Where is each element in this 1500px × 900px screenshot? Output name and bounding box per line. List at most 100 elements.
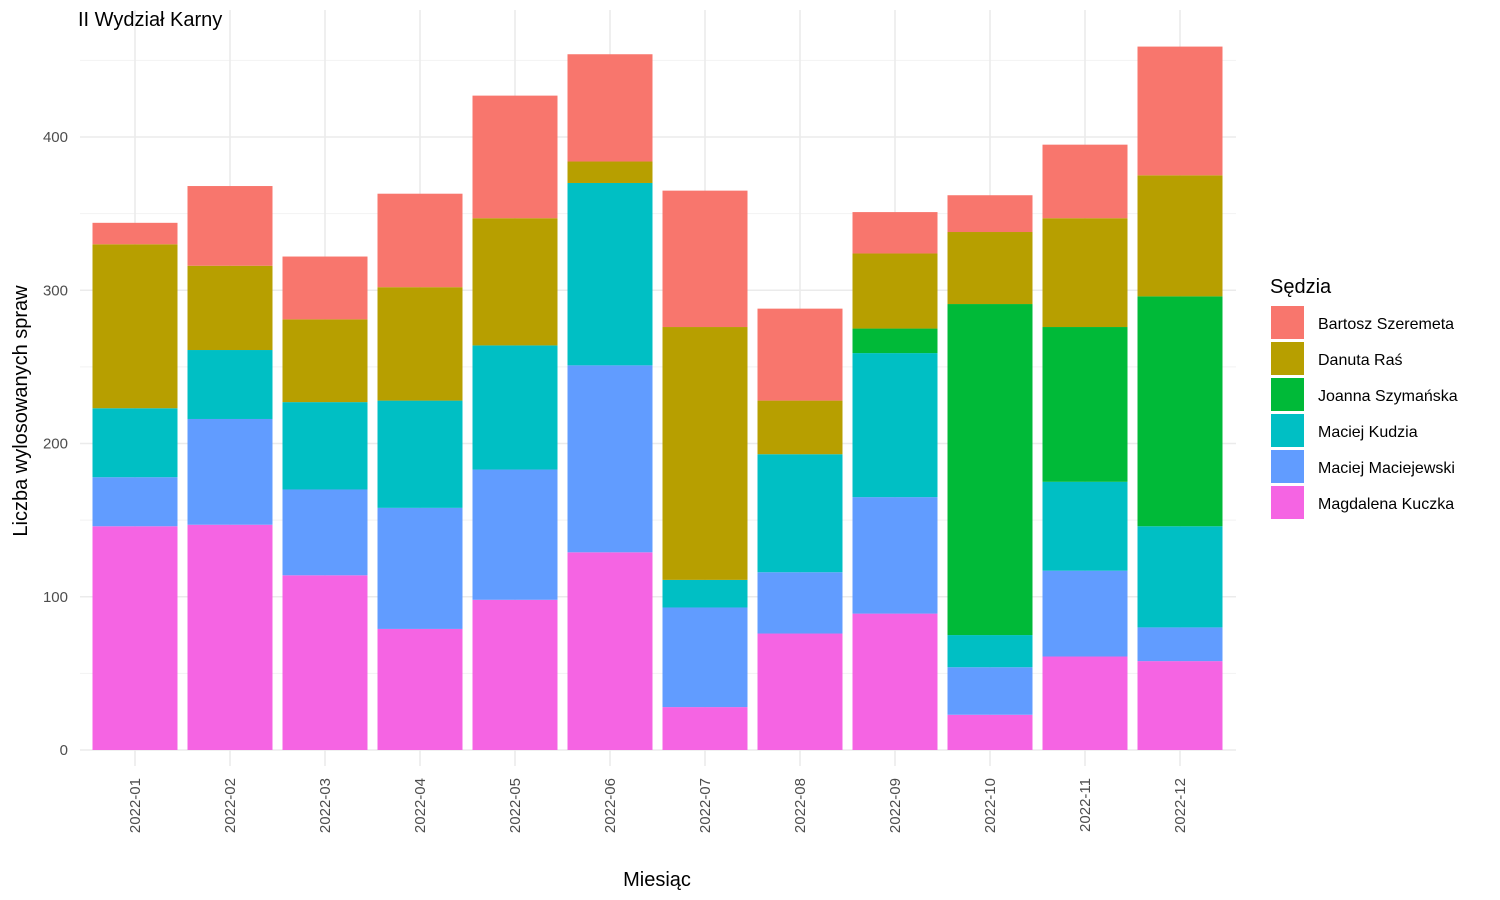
bar-segment (757, 633, 843, 750)
bar-segment (377, 193, 463, 288)
bar-segment (947, 232, 1033, 305)
bar-segment (187, 524, 273, 750)
bar-segment (1042, 144, 1128, 219)
bar-segment (282, 575, 368, 750)
bar-segment (187, 350, 273, 419)
bar-segment (282, 402, 368, 490)
legend-key (1271, 342, 1304, 375)
x-axis-ticks: 2022-01 2022-02 2022-03 2022-04 2022-05 2022-… (127, 778, 1189, 833)
bar-segment (92, 526, 178, 750)
legend-label: Bartosz Szeremeta (1318, 316, 1454, 333)
bar-segment (1042, 327, 1128, 482)
y-tick-label: 0 (60, 742, 68, 759)
bar-segment (92, 244, 178, 409)
bar-segment (662, 607, 748, 708)
bar-segment (472, 345, 558, 470)
bar-segment (852, 328, 938, 354)
bar-segment (567, 54, 653, 162)
legend-key (1271, 486, 1304, 519)
bar-segment (567, 365, 653, 553)
legend-label: Maciej Maciejewski (1318, 460, 1455, 477)
bar-segment (757, 454, 843, 573)
legend-key (1271, 378, 1304, 411)
bar-segment (187, 418, 273, 525)
bar-segment (947, 714, 1033, 750)
bar-segment (662, 579, 748, 608)
bar-segment (1137, 526, 1223, 628)
bar-segment (282, 319, 368, 403)
x-tick-label: 2022-10 (982, 778, 999, 833)
bar-segment (92, 222, 178, 245)
bar-segment (187, 186, 273, 266)
x-tick-label: 2022-09 (887, 778, 904, 833)
bar-segment (757, 400, 843, 455)
bar-segment (567, 552, 653, 750)
bar-segment (662, 707, 748, 750)
bar-segment (1137, 296, 1223, 527)
bar-segment (377, 628, 463, 750)
bar-segment (852, 212, 938, 254)
bar-segment (662, 327, 748, 580)
bar-segment (187, 265, 273, 351)
legend-key (1271, 414, 1304, 447)
legend-items: Bartosz Szeremeta Danuta Raś Joanna Szymań… (1271, 306, 1458, 519)
legend-label: Joanna Szymańska (1318, 388, 1458, 405)
legend-title: Sędzia (1270, 276, 1332, 298)
x-tick-label: 2022-07 (697, 778, 714, 833)
bar-segment (1042, 481, 1128, 571)
x-tick-label: 2022-11 (1077, 778, 1094, 832)
y-axis-ticks: 0 100 200 300 400 (43, 129, 68, 759)
bar-segment (947, 667, 1033, 715)
bar-segment (757, 308, 843, 401)
x-tick-label: 2022-04 (412, 778, 429, 833)
x-tick-label: 2022-02 (222, 778, 239, 833)
bar-segment (947, 304, 1033, 636)
y-axis-title: Liczba wylosowanych spraw (10, 285, 32, 537)
legend-key (1271, 306, 1304, 339)
bar-segment (282, 489, 368, 576)
bar-segment (377, 287, 463, 401)
bar-segment (472, 599, 558, 750)
x-tick-label: 2022-03 (317, 778, 334, 833)
bar-segment (852, 613, 938, 750)
y-tick-label: 300 (43, 282, 68, 299)
x-tick-label: 2022-12 (1172, 778, 1189, 833)
x-tick-label: 2022-06 (602, 778, 619, 833)
y-tick-label: 200 (43, 436, 68, 453)
bar-segment (852, 353, 938, 498)
chart-title: II Wydział Karny (78, 9, 222, 31)
x-tick-label: 2022-08 (792, 778, 809, 833)
bar-segment (1137, 661, 1223, 750)
legend-label: Magdalena Kuczka (1318, 496, 1454, 513)
bar-segment (947, 195, 1033, 233)
bar-segment (377, 507, 463, 629)
bar-segment (852, 253, 938, 329)
bar-segment (282, 256, 368, 320)
legend-label: Danuta Raś (1318, 352, 1403, 369)
bar-segment (947, 635, 1033, 668)
bar-segment (1042, 656, 1128, 750)
legend: Sędzia Bartosz Szeremeta Danuta Raś Joanna… (1270, 276, 1458, 519)
bar-segment (662, 190, 748, 328)
bar-segment (1042, 570, 1128, 657)
bar-segment (472, 95, 558, 219)
bar-segment (567, 161, 653, 183)
y-tick-label: 100 (43, 589, 68, 606)
bar-segment (92, 477, 178, 527)
bars (92, 46, 1223, 750)
bar-segment (1137, 175, 1223, 297)
bar-segment (1137, 627, 1223, 662)
bar-segment (567, 182, 653, 366)
y-tick-label: 400 (43, 129, 68, 146)
x-tick-label: 2022-01 (127, 778, 144, 833)
bar-segment (852, 497, 938, 614)
x-axis-title: Miesiąc (623, 869, 691, 891)
bar-segment (92, 408, 178, 478)
x-tick-label: 2022-05 (507, 778, 524, 833)
bar-segment (472, 469, 558, 600)
bar-segment (757, 572, 843, 634)
bar-segment (1042, 218, 1128, 328)
bar-segment (472, 218, 558, 346)
bar-segment (1137, 46, 1223, 176)
